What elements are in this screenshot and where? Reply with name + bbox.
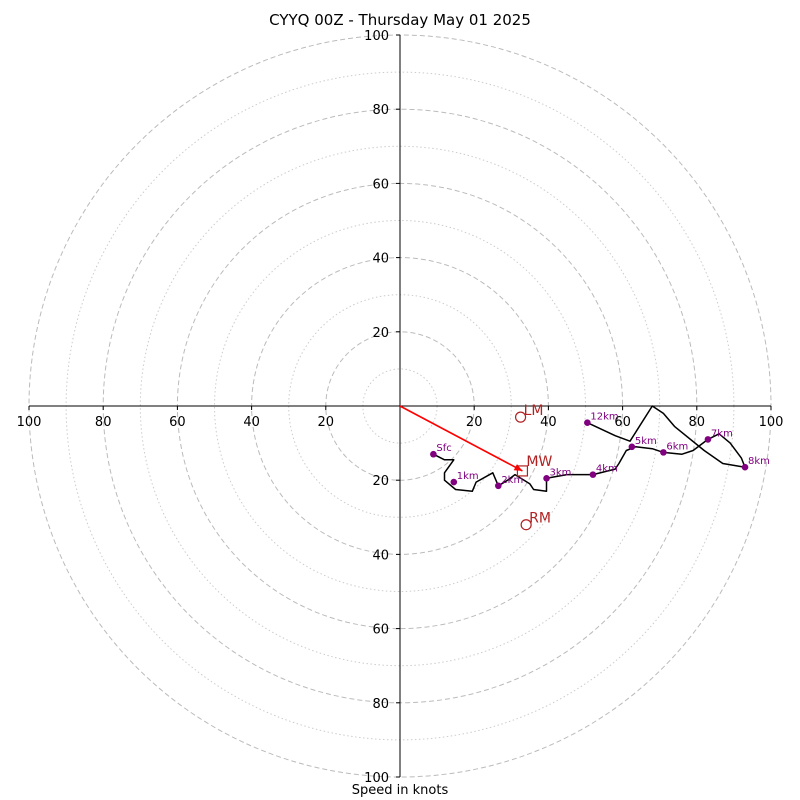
x-axis-label: Speed in knots [351,783,449,798]
chart-title: CYYQ 00Z - Thursday May 01 2025 [269,11,531,29]
y-tick-label: 40 [372,548,389,563]
x-tick-label: 100 [759,415,784,430]
y-tick-label: 80 [372,103,389,118]
x-tick-label: 60 [614,415,631,430]
mean-wind-arrow [399,405,523,472]
level-label: 12km [590,412,618,423]
x-tick-label: 60 [169,415,186,430]
level-point [628,443,636,451]
y-tick-label: 40 [372,252,389,267]
level-label: 3km [550,467,572,478]
x-tick-label: 80 [95,415,112,430]
level-point [543,475,550,482]
level-point [704,436,712,443]
y-tick-label: 100 [364,771,389,786]
mean-wind-marker [516,465,529,477]
y-tick-label: 20 [372,474,389,489]
level-point [660,449,667,456]
x-tick-label: 20 [466,415,483,430]
right-mover-marker [520,519,532,531]
left-mover-marker [514,411,527,423]
level-point [589,471,597,478]
hodograph-line [433,405,746,493]
x-tick-label: 20 [318,415,335,430]
y-tick-label: 100 [364,29,389,44]
x-tick-label: 40 [540,415,557,430]
level-point [430,450,437,458]
y-tick-label: 60 [372,177,389,192]
left-mover-label: LM [524,403,544,419]
mean-wind-arrowhead [513,464,523,471]
level-label: Sfc [436,443,451,454]
level-point [741,463,749,471]
y-tick-label: 80 [372,697,389,712]
level-point [584,419,591,426]
level-label: 7km [711,428,733,439]
level-label: 8km [748,456,770,467]
level-point [450,478,458,486]
level-label: 1km [457,471,479,482]
right-mover-label: RM [529,511,551,527]
x-tick-label: 80 [689,415,706,430]
level-label: 5km [635,436,657,447]
y-tick-label: 60 [372,623,389,638]
mean-wind-label: MW [526,454,552,470]
x-tick-label: 40 [243,415,260,430]
y-tick-label: 20 [372,326,389,341]
level-label: 2km [501,475,523,486]
x-tick-label: 100 [17,415,42,430]
level-label: 6km [666,441,688,452]
level-label: 4km [596,464,618,475]
level-point [495,482,502,490]
